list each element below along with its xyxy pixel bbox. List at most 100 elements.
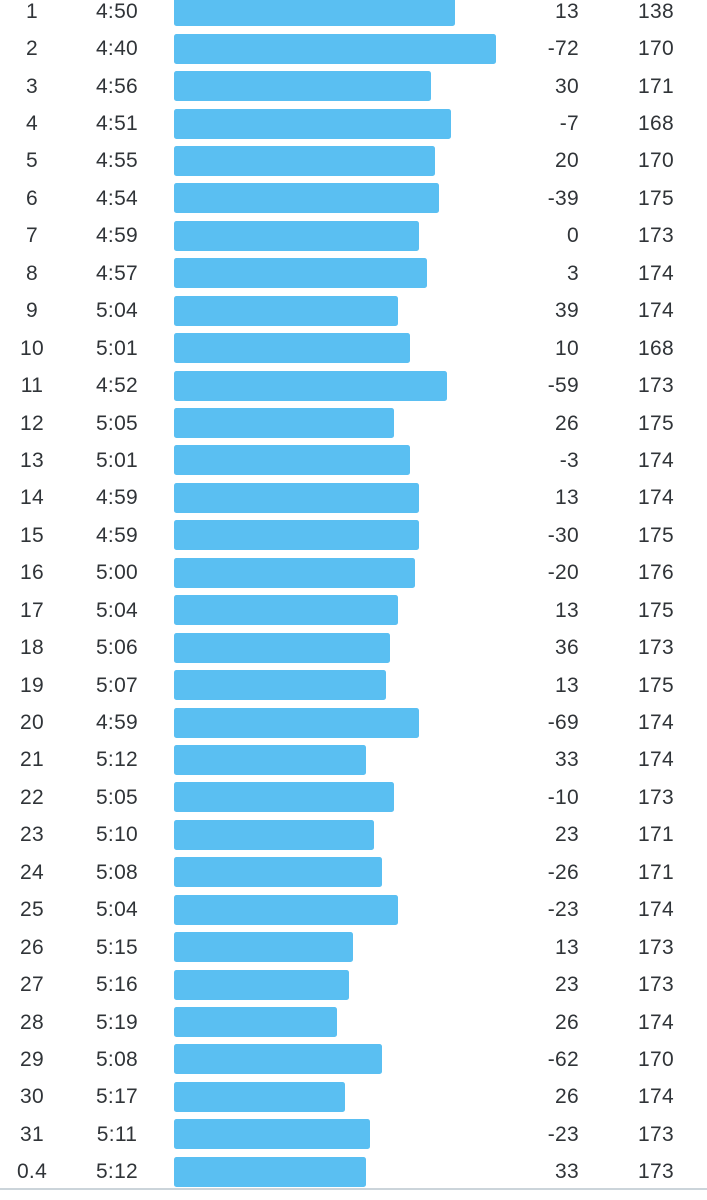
heart-rate: 173: [638, 935, 674, 959]
pace-bar: [174, 857, 382, 888]
table-row: 26 5:15 13 173: [0, 928, 707, 965]
pace-bar-track: [174, 1156, 510, 1187]
heart-rate: 173: [638, 374, 674, 398]
pace-bar: [174, 370, 448, 401]
pace-bar-track: [174, 595, 510, 626]
split-pace: 5:07: [95, 673, 139, 697]
split-number: 4: [26, 112, 38, 136]
split-pace: 5:01: [95, 336, 139, 360]
split-pace: 5:04: [95, 299, 139, 323]
table-row: 17 5:04 13 175: [0, 592, 707, 629]
elevation-change: 10: [555, 336, 579, 360]
split-number: 10: [20, 336, 44, 360]
elevation-change: -26: [547, 860, 579, 884]
pace-bar: [174, 183, 439, 214]
split-number: 16: [20, 561, 44, 585]
pace-bar: [174, 969, 350, 1000]
split-pace: 4:51: [95, 112, 139, 136]
split-number: 15: [20, 523, 44, 547]
heart-rate: 171: [638, 823, 674, 847]
heart-rate: 173: [638, 636, 674, 660]
pace-bar: [174, 595, 399, 626]
elevation-change: -3: [559, 448, 579, 472]
elevation-change: 0: [567, 224, 579, 248]
pace-bar: [174, 145, 435, 176]
elevation-change: 30: [555, 74, 579, 98]
table-row: 4 4:51 -7 168: [0, 105, 707, 142]
split-number: 20: [20, 711, 44, 735]
elevation-change: 33: [555, 748, 579, 772]
heart-rate: 173: [638, 224, 674, 248]
pace-bar-track: [174, 33, 510, 64]
table-row: 29 5:08 -62 170: [0, 1041, 707, 1078]
elevation-change: 13: [555, 486, 579, 510]
elevation-change: 13: [555, 673, 579, 697]
pace-bar: [174, 707, 419, 738]
split-pace: 4:50: [95, 0, 139, 23]
heart-rate: 174: [638, 448, 674, 472]
split-pace: 4:56: [95, 74, 139, 98]
split-number: 22: [20, 785, 44, 809]
pace-bar: [174, 744, 366, 775]
pace-bar-track: [174, 1007, 510, 1038]
table-row: 21 5:12 33 174: [0, 741, 707, 778]
elevation-change: -62: [547, 1047, 579, 1071]
pace-bar-track: [174, 145, 510, 176]
elevation-change: -7: [559, 112, 579, 136]
split-pace: 5:05: [95, 411, 139, 435]
table-row: 2 4:40 -72 170: [0, 30, 707, 67]
table-row: 11 4:52 -59 173: [0, 367, 707, 404]
split-pace: 4:59: [95, 224, 139, 248]
heart-rate: 171: [638, 74, 674, 98]
pace-bar-track: [174, 1119, 510, 1150]
table-row: 14 4:59 13 174: [0, 479, 707, 516]
pace-bar: [174, 258, 427, 289]
pace-bar: [174, 220, 419, 251]
table-row: 25 5:04 -23 174: [0, 891, 707, 928]
split-pace: 5:05: [95, 785, 139, 809]
elevation-change: 33: [555, 1160, 579, 1184]
pace-bar: [174, 819, 374, 850]
heart-rate: 175: [638, 411, 674, 435]
table-row: 16 5:00 -20 176: [0, 554, 707, 591]
pace-bar: [174, 71, 431, 102]
split-number: 30: [20, 1085, 44, 1109]
split-number: 0.4: [16, 1160, 48, 1184]
split-pace: 4:54: [95, 186, 139, 210]
split-number: 2: [26, 37, 38, 61]
pace-bar: [174, 782, 395, 813]
pace-bar-track: [174, 707, 510, 738]
split-number: 3: [26, 74, 38, 98]
pace-bar: [174, 295, 399, 326]
split-pace: 5:16: [95, 973, 139, 997]
pace-bar: [174, 408, 395, 439]
heart-rate: 174: [638, 748, 674, 772]
split-pace: 4:59: [95, 486, 139, 510]
table-row: 23 5:10 23 171: [0, 816, 707, 853]
elevation-change: 36: [555, 636, 579, 660]
pace-bar-track: [174, 857, 510, 888]
split-number: 25: [20, 898, 44, 922]
pace-bar-track: [174, 220, 510, 251]
pace-bar: [174, 894, 399, 925]
split-pace: 5:06: [95, 636, 139, 660]
elevation-change: -10: [547, 785, 579, 809]
split-number: 9: [26, 299, 38, 323]
pace-bar: [174, 33, 496, 64]
split-pace: 4:57: [95, 261, 139, 285]
split-pace: 5:11: [96, 1122, 138, 1146]
split-number: 31: [20, 1122, 44, 1146]
split-number: 21: [20, 748, 44, 772]
pace-bar-track: [174, 71, 510, 102]
pace-bar-track: [174, 0, 510, 27]
pace-bar: [174, 632, 390, 663]
pace-bar-track: [174, 108, 510, 139]
heart-rate: 174: [638, 1010, 674, 1034]
elevation-change: -69: [547, 711, 579, 735]
table-row: 20 4:59 -69 174: [0, 704, 707, 741]
pace-bar: [174, 445, 411, 476]
pace-bar-track: [174, 782, 510, 813]
elevation-change: -23: [547, 898, 579, 922]
